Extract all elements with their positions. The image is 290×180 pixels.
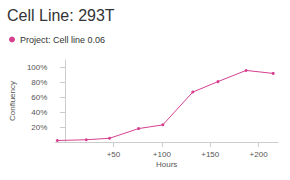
svg-text:+100: +100 [153, 150, 172, 159]
svg-text:+50: +50 [107, 150, 121, 159]
svg-text:60%: 60% [31, 93, 47, 102]
svg-text:Project: Cell line 0.06: Project: Cell line 0.06 [20, 35, 105, 45]
svg-text:Confluency: Confluency [8, 81, 17, 121]
svg-text:Hours: Hours [156, 160, 177, 169]
svg-text:100%: 100% [27, 63, 47, 72]
svg-text:Cell Line: 293T: Cell Line: 293T [7, 7, 115, 24]
svg-text:40%: 40% [31, 108, 47, 117]
svg-text:20%: 20% [31, 123, 47, 132]
svg-text:80%: 80% [31, 78, 47, 87]
svg-text:+150: +150 [201, 150, 220, 159]
svg-text:+200: +200 [250, 150, 269, 159]
